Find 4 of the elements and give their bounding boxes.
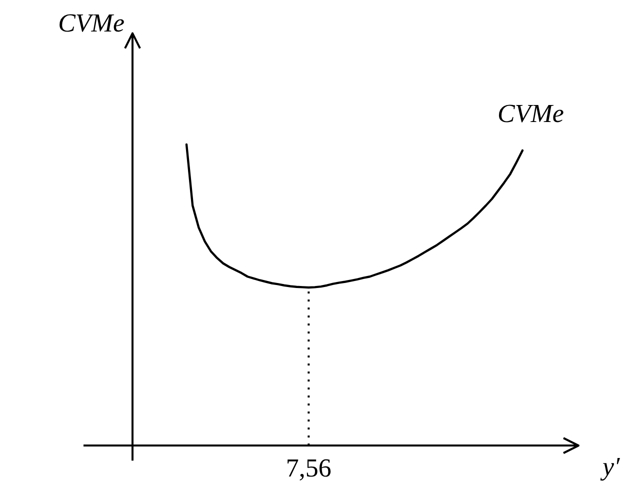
series-label: CVMe [497,98,564,128]
y-axis-title: CVMe [58,8,125,38]
x-axis-title: y′ [599,452,620,482]
annotation: 7,56 [286,454,332,483]
